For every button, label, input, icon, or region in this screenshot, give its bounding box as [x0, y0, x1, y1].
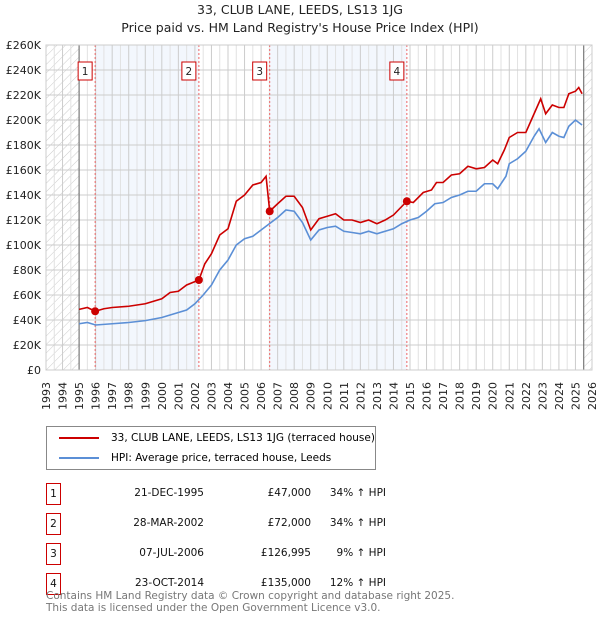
- hatch-after-data: [583, 45, 592, 370]
- y-tick-label: £120K: [6, 214, 42, 227]
- y-tick-label: £20K: [13, 339, 42, 352]
- sale-number: 1: [46, 483, 61, 505]
- x-tick-label: 2018: [454, 382, 467, 410]
- x-tick-label: 2009: [305, 382, 318, 410]
- y-tick-label: £100K: [6, 239, 42, 252]
- x-tick-label: 2021: [503, 382, 516, 410]
- y-tick-label: £200K: [6, 114, 42, 127]
- chart-title: 33, CLUB LANE, LEEDS, LS13 1JG: [197, 2, 403, 17]
- x-tick-label: 2015: [404, 382, 417, 410]
- x-tick-label: 2023: [536, 382, 549, 410]
- x-tick-label: 2011: [338, 382, 351, 410]
- x-tick-label: 2012: [354, 382, 367, 410]
- x-tick-label: 2008: [288, 382, 301, 410]
- sale-point: [265, 207, 274, 216]
- sale-date: 28-MAR-2002: [133, 517, 204, 529]
- x-tick-label: 2013: [371, 382, 384, 410]
- x-tick-label: 2007: [272, 382, 285, 410]
- y-tick-label: £0: [27, 364, 41, 377]
- legend: 33, CLUB LANE, LEEDS, LS13 1JG (terraced…: [46, 426, 376, 470]
- x-tick-label: 2003: [205, 382, 218, 410]
- sale-hpi-change: 34% ↑ HPI: [329, 517, 386, 529]
- x-tick-label: 2026: [586, 382, 599, 410]
- x-tick-label: 2017: [437, 382, 450, 410]
- x-tick-label: 2020: [487, 382, 500, 410]
- sale-label-box: [252, 61, 268, 81]
- y-tick-label: £220K: [6, 89, 42, 102]
- legend-label: 33, CLUB LANE, LEEDS, LS13 1JG (terraced…: [111, 432, 375, 444]
- shaded-period: [95, 45, 199, 370]
- sale-label-box: [389, 61, 405, 81]
- x-tick-label: 2004: [222, 382, 235, 410]
- sale-point: [402, 197, 411, 206]
- y-tick-label: £140K: [6, 189, 42, 202]
- sale-hpi-change: 12% ↑ HPI: [329, 577, 386, 589]
- sale-label-box: [77, 61, 93, 81]
- x-tick-label: 1994: [57, 382, 70, 410]
- x-tick-label: 2006: [255, 382, 268, 410]
- x-tick-label: 2005: [239, 382, 252, 410]
- x-tick-label: 2019: [470, 382, 483, 410]
- x-tick-label: 1999: [139, 382, 152, 410]
- x-tick-label: 1998: [123, 382, 136, 410]
- legend-item-property: 33, CLUB LANE, LEEDS, LS13 1JG (terraced…: [59, 432, 375, 444]
- sale-label: 1: [82, 66, 89, 78]
- sale-row: 1 21-DEC-1995 £47,000 34% ↑ HPI: [46, 483, 386, 505]
- sale-label-box: [181, 61, 197, 81]
- y-tick-label: £260K: [6, 39, 42, 52]
- series-line: [78, 86, 583, 313]
- sale-row: 4 23-OCT-2014 £135,000 12% ↑ HPI: [46, 573, 386, 595]
- sale-price: £47,000: [267, 487, 311, 499]
- price-chart: 1993 1994 1995 1996 1997 1998 1999 2000 2001 2002…: [6, 39, 599, 410]
- legend-swatch: [59, 437, 99, 439]
- sale-hpi-change: 9% ↑ HPI: [336, 547, 386, 559]
- x-tick-label: 2001: [172, 382, 185, 410]
- legend-swatch: [59, 457, 99, 459]
- sale-number: 4: [46, 573, 61, 595]
- sale-number: 2: [46, 513, 61, 535]
- x-tick-label: 2010: [321, 382, 334, 410]
- legend-item-hpi: HPI: Average price, terraced house, Leed…: [59, 452, 331, 464]
- sale-label: 4: [394, 66, 401, 78]
- sale-price: £126,995: [260, 547, 311, 559]
- sale-row: 2 28-MAR-2002 £72,000 34% ↑ HPI: [46, 513, 386, 535]
- footer-copyright: Contains HM Land Registry data © Crown c…: [46, 590, 455, 602]
- x-tick-label: 1995: [73, 382, 86, 410]
- legend-label: HPI: Average price, terraced house, Leed…: [111, 452, 332, 464]
- x-tick-label: 2016: [421, 382, 434, 410]
- chart-subtitle: Price paid vs. HM Land Registry's House …: [121, 20, 479, 35]
- y-tick-label: £240K: [6, 64, 42, 77]
- sale-price: £72,000: [267, 517, 311, 529]
- sale-date: 21-DEC-1995: [134, 487, 204, 499]
- x-tick-label: 2000: [156, 382, 169, 410]
- y-tick-label: £80K: [13, 264, 42, 277]
- y-tick-label: £40K: [13, 314, 42, 327]
- x-tick-label: 1997: [106, 382, 119, 410]
- sale-label: 3: [256, 66, 263, 78]
- x-tick-label: 1993: [40, 382, 53, 410]
- sale-point: [91, 307, 100, 316]
- x-tick-label: 2022: [520, 382, 533, 410]
- sale-point: [194, 276, 203, 284]
- sale-row: 3 07-JUL-2006 £126,995 9% ↑ HPI: [46, 543, 386, 565]
- plot-border: [45, 44, 593, 371]
- series-line: [78, 118, 583, 326]
- sale-price: £135,000: [260, 577, 311, 589]
- sale-number: 3: [46, 543, 61, 565]
- x-tick-label: 1996: [90, 382, 103, 410]
- x-tick-label: 2025: [569, 382, 582, 410]
- sale-date: 07-JUL-2006: [139, 547, 204, 559]
- sale-label: 2: [186, 66, 193, 78]
- x-tick-label: 2002: [189, 382, 202, 410]
- sale-date: 23-OCT-2014: [135, 577, 204, 589]
- y-tick-label: £180K: [6, 139, 42, 152]
- footer-licence: This data is licensed under the Open Gov…: [46, 602, 381, 614]
- y-tick-label: £60K: [13, 289, 42, 302]
- x-tick-label: 2024: [553, 382, 566, 410]
- sale-hpi-change: 34% ↑ HPI: [329, 487, 386, 499]
- shaded-period: [269, 45, 407, 370]
- y-tick-label: £160K: [6, 164, 42, 177]
- x-tick-label: 2014: [387, 382, 400, 410]
